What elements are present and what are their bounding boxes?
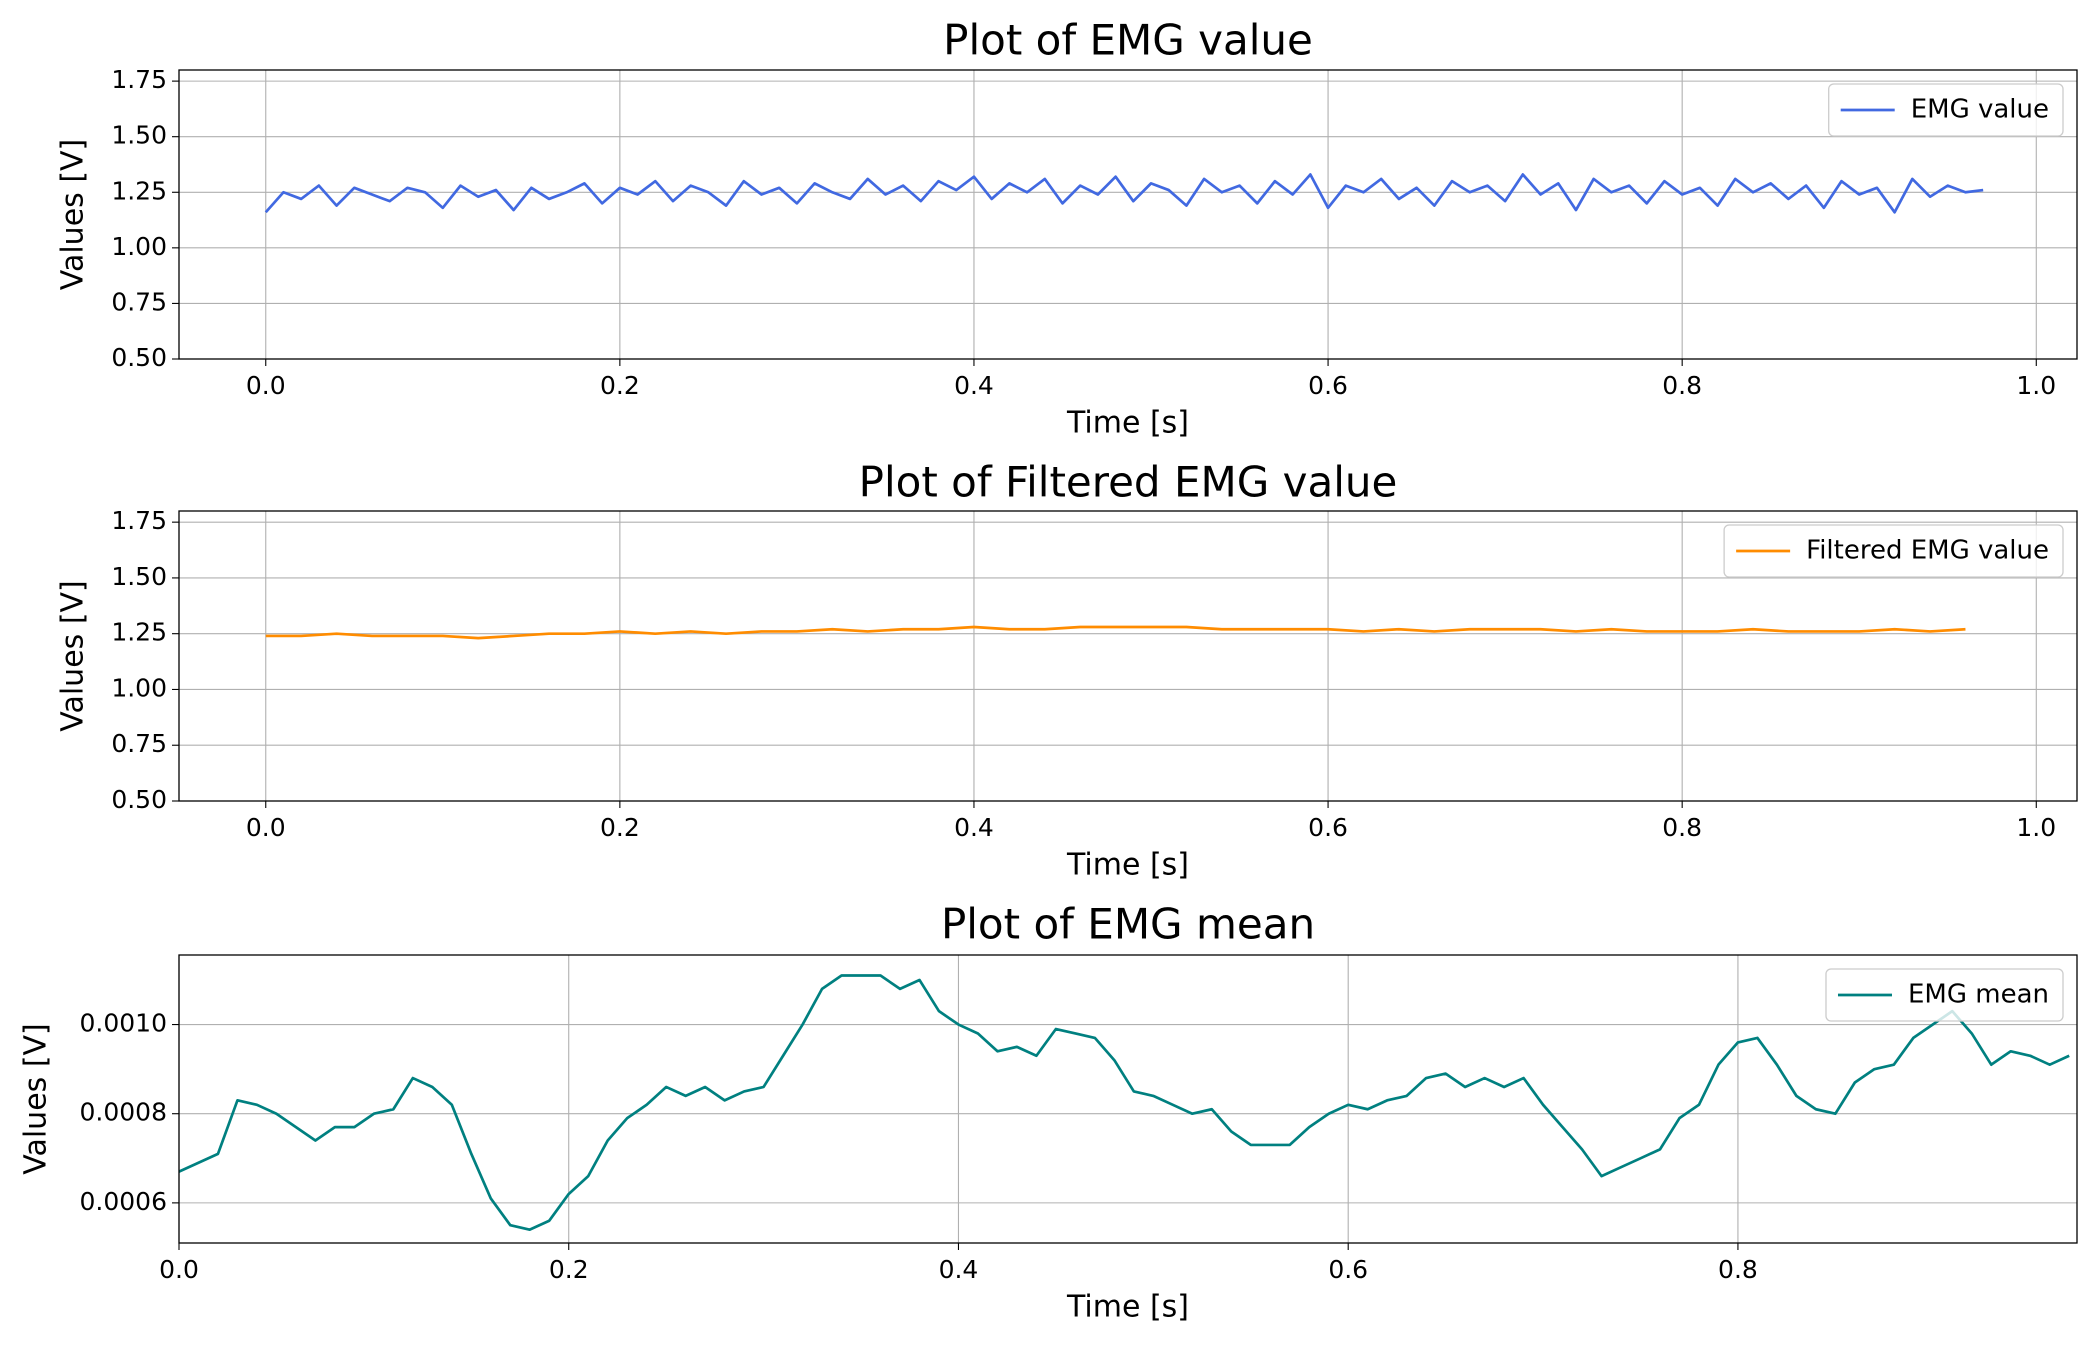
x-tick-label: 0.2 [600, 371, 640, 400]
x-tick-label: 0.4 [939, 1255, 979, 1284]
y-tick-label: 0.0006 [80, 1187, 167, 1216]
y-tick-label: 0.75 [111, 287, 167, 316]
y-axis-label: Values [V] [56, 580, 91, 731]
legend-label: Filtered EMG value [1806, 536, 2049, 566]
x-axis-label: Time [s] [1066, 1290, 1189, 1325]
data-line [264, 173, 1984, 214]
y-tick-label: 0.0008 [80, 1098, 167, 1127]
legend: Filtered EMG value [1723, 524, 2064, 578]
axes-frame [178, 954, 2078, 1244]
y-tick-label: 1.50 [111, 121, 167, 150]
x-tick-label: 0.0 [246, 813, 286, 842]
y-tick-label: 1.25 [111, 176, 167, 205]
x-tick-label: 0.0 [159, 1255, 199, 1284]
x-tick-label: 0.4 [954, 371, 994, 400]
x-tick-label: 0.6 [1308, 371, 1348, 400]
x-tick-label: 0.0 [246, 371, 286, 400]
plot-area [265, 625, 1966, 640]
x-tick-label: 0.8 [1662, 371, 1702, 400]
legend-box [1825, 968, 2064, 1022]
y-tick-label: 1.00 [111, 673, 167, 702]
y-tick-label: 1.75 [111, 65, 167, 94]
legend-box [1828, 83, 2064, 137]
x-tick-label: 0.2 [600, 813, 640, 842]
chart-title: Plot of Filtered EMG value [859, 458, 1398, 507]
axes-frame [178, 510, 2078, 802]
y-tick-label: 0.50 [111, 343, 167, 372]
legend-label: EMG value [1911, 95, 2049, 125]
x-tick-label: 0.8 [1662, 813, 1702, 842]
x-axis-label: Time [s] [1066, 406, 1189, 441]
y-tick-label: 0.0010 [80, 1009, 167, 1038]
x-tick-label: 0.6 [1328, 1255, 1368, 1284]
axes-frame [178, 69, 2078, 360]
x-tick-label: 0.4 [954, 813, 994, 842]
y-tick-label: 1.00 [111, 232, 167, 261]
x-axis-label: Time [s] [1066, 848, 1189, 883]
y-tick-label: 1.50 [111, 562, 167, 591]
chart-title: Plot of EMG mean [941, 900, 1315, 949]
x-tick-label: 1.0 [2016, 813, 2056, 842]
data-line [179, 974, 2070, 1231]
x-tick-label: 0.2 [549, 1255, 589, 1284]
chart-panel: Plot of EMG value 0.0 0.2 0.4 0.6 0.8 1.0 0.50 0… [56, 16, 2078, 441]
y-tick-label: 0.75 [111, 729, 167, 758]
chart-title: Plot of EMG value [943, 16, 1313, 65]
data-line [265, 625, 1966, 640]
plot-area [179, 974, 2070, 1231]
y-tick-label: 1.25 [111, 618, 167, 647]
y-tick-label: 1.75 [111, 506, 167, 535]
legend-label: EMG mean [1908, 980, 2049, 1010]
x-tick-label: 0.8 [1718, 1255, 1758, 1284]
x-tick-label: 0.6 [1308, 813, 1348, 842]
x-tick-label: 1.0 [2016, 371, 2056, 400]
chart-panel: Plot of Filtered EMG value 0.0 0.2 0.4 0.6 0.… [56, 458, 2078, 883]
y-axis-label: Values [V] [19, 1023, 54, 1174]
y-axis-label: Values [V] [56, 139, 91, 290]
legend-box [1723, 524, 2064, 578]
y-tick-label: 0.50 [111, 785, 167, 814]
legend: EMG mean [1825, 968, 2064, 1022]
plot-area [264, 173, 1984, 214]
legend: EMG value [1828, 83, 2064, 137]
chart-panel: Plot of EMG mean 0.0 0.2 0.4 0.6 0.8 0.0006 0.0… [19, 900, 2078, 1325]
